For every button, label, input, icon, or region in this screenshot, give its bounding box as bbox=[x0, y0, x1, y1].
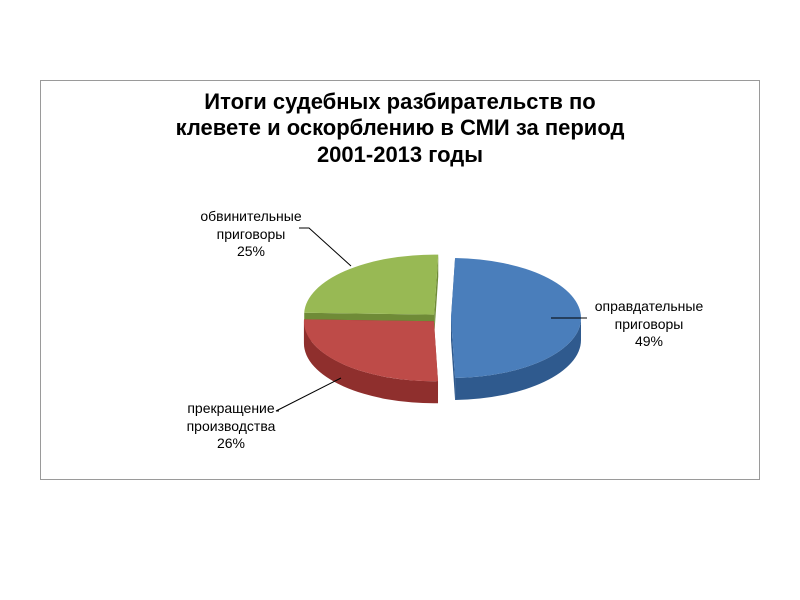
title-line: 2001-2013 годы bbox=[317, 142, 483, 167]
chart-frame: Итоги судебных разбирательств поклевете … bbox=[40, 80, 760, 480]
label-line: производства bbox=[187, 418, 276, 434]
chart-area: оправдательныеприговоры49%прекращениепро… bbox=[41, 168, 759, 468]
slice-label-termination: прекращение производства26% bbox=[171, 400, 291, 453]
slice-label-convictions: обвинительные приговоры25% bbox=[191, 208, 311, 261]
label-line: 49% bbox=[635, 333, 663, 349]
label-line: оправдательные bbox=[595, 298, 704, 314]
slice-label-acquittals: оправдательные приговоры49% bbox=[589, 298, 709, 351]
pie-slice-convictions bbox=[304, 255, 438, 315]
title-line: клевете и оскорблению в СМИ за период bbox=[176, 115, 625, 140]
label-line: 25% bbox=[237, 243, 265, 259]
label-line: приговоры bbox=[615, 316, 684, 332]
label-line: прекращение bbox=[187, 400, 274, 416]
label-line: 26% bbox=[217, 435, 245, 451]
title-line: Итоги судебных разбирательств по bbox=[204, 89, 595, 114]
label-line: приговоры bbox=[217, 226, 286, 242]
chart-title: Итоги судебных разбирательств поклевете … bbox=[41, 89, 759, 168]
label-line: обвинительные bbox=[200, 208, 301, 224]
